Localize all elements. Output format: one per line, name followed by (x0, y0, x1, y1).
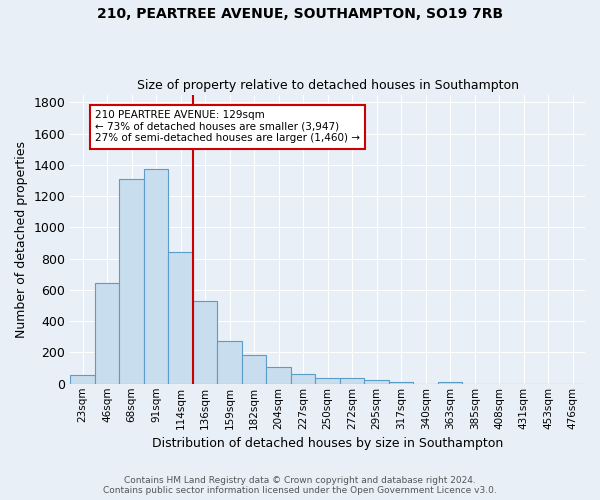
Bar (70, 375, 95, 384)
Bar (95, 283, 119, 384)
Bar (169, 252, 193, 384)
Bar (266, 368, 291, 384)
Bar (316, 378, 340, 384)
Y-axis label: Number of detached properties: Number of detached properties (15, 140, 28, 338)
Bar (119, 179, 144, 384)
Title: Size of property relative to detached houses in Southampton: Size of property relative to detached ho… (137, 79, 518, 92)
Text: 210, PEARTREE AVENUE, SOUTHAMPTON, SO19 7RB: 210, PEARTREE AVENUE, SOUTHAMPTON, SO19 … (97, 8, 503, 22)
Bar (144, 169, 169, 384)
X-axis label: Distribution of detached houses by size in Southampton: Distribution of detached houses by size … (152, 437, 503, 450)
Bar (364, 380, 389, 384)
Text: 210 PEARTREE AVENUE: 129sqm
← 73% of detached houses are smaller (3,947)
27% of : 210 PEARTREE AVENUE: 129sqm ← 73% of det… (95, 110, 360, 144)
Bar (217, 341, 242, 384)
Bar (193, 301, 217, 384)
Text: Contains HM Land Registry data © Crown copyright and database right 2024.
Contai: Contains HM Land Registry data © Crown c… (103, 476, 497, 495)
Bar (438, 382, 463, 384)
Bar (340, 378, 364, 384)
Bar (291, 374, 316, 384)
Bar (389, 382, 413, 384)
Bar (242, 355, 266, 384)
